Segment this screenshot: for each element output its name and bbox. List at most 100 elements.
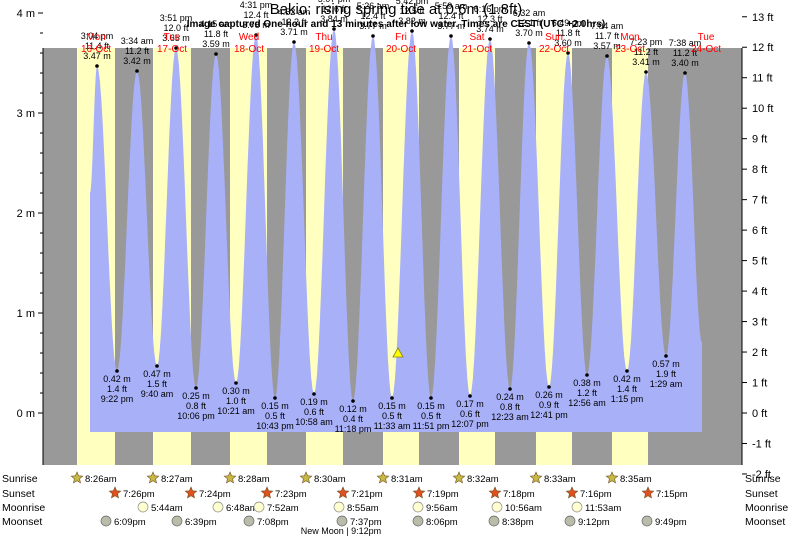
sunrise-icon — [376, 471, 390, 484]
moonset-time: 7:08pm — [257, 517, 289, 528]
moonset-time: 8:06pm — [426, 517, 458, 528]
high-tide-meters: 3.71 m — [280, 27, 308, 37]
low-tide-meters: 0.12 m — [339, 404, 367, 414]
high-tide-feet: 12.3 ft — [477, 14, 503, 24]
day-date: 17-Oct — [157, 44, 187, 55]
high-tide-point — [95, 64, 99, 68]
low-tide-point — [273, 396, 277, 400]
low-tide-point — [468, 394, 472, 398]
high-tide-time: 5:26 am — [357, 1, 390, 11]
high-tide-feet: 12.4 ft — [360, 11, 386, 21]
high-tide-feet: 11.2 ft — [673, 48, 698, 58]
high-tide-point — [644, 70, 648, 74]
high-tide-feet: 12.4 ft — [243, 10, 269, 20]
day-of-week: Sun — [545, 32, 563, 43]
moonrise-icon — [412, 501, 424, 513]
low-tide-point — [664, 354, 668, 358]
low-tide-time: 10:21 am — [217, 406, 255, 416]
high-tide-point — [174, 46, 178, 50]
sunrise-time: 8:33am — [544, 474, 576, 485]
right-tick-label: 6 ft — [752, 225, 767, 237]
low-tide-feet: 1.9 ft — [656, 369, 677, 379]
low-tide-point — [194, 386, 198, 390]
right-tick-label: 11 ft — [752, 73, 773, 85]
right-tick-label: 5 ft — [752, 256, 767, 268]
moonrise-time: 5:44am — [151, 503, 183, 514]
low-tide-meters: 0.15 m — [378, 401, 406, 411]
moonrise-icon — [491, 501, 503, 513]
day-date: 22-Oct — [539, 44, 569, 55]
day-of-week: Fri — [395, 32, 407, 43]
high-tide-meters: 3.40 m — [671, 58, 699, 68]
sunrise-icon — [605, 471, 619, 484]
moonset-icon — [488, 515, 500, 527]
sunset-row-label-left: Sunset — [2, 488, 35, 500]
high-tide-point — [683, 71, 687, 75]
low-tide-point — [625, 369, 629, 373]
sunset-time: 7:15pm — [656, 489, 688, 500]
low-tide-time: 12:23 am — [491, 412, 529, 422]
sunrise-time: 8:32am — [467, 474, 499, 485]
high-tide-time: 3:34 am — [121, 36, 154, 46]
high-tide-time: 6:16 pm — [474, 4, 507, 14]
high-tide-point — [371, 34, 375, 38]
low-tide-point — [429, 396, 433, 400]
high-tide-feet: 11.4 ft — [85, 41, 110, 51]
moon-phase-footer: New Moon | 9:12pm — [301, 526, 381, 536]
high-tide-time: 3:51 pm — [160, 13, 193, 23]
high-tide-point — [292, 40, 296, 44]
tide-curve — [90, 29, 702, 432]
low-tide-feet: 0.6 ft — [460, 409, 481, 419]
high-tide-point — [410, 29, 414, 33]
moonrise-time: 6:48am — [226, 503, 258, 514]
moonset-icon — [336, 515, 348, 527]
sunrise-time: 8:31am — [391, 474, 423, 485]
low-tide-time: 12:41 pm — [530, 410, 568, 420]
high-tide-time: 4:15 am — [200, 19, 233, 29]
low-tide-feet: 0.5 ft — [421, 411, 442, 421]
moonset-icon — [243, 515, 255, 527]
sunrise-time: 8:27am — [161, 474, 193, 485]
sunrise-row-label-left: Sunrise — [2, 473, 38, 485]
high-tide-meters: 3.59 m — [202, 39, 230, 49]
high-tide-meters: 3.47 m — [83, 51, 111, 61]
right-tick-label: 2 ft — [752, 347, 767, 359]
sunset-icon — [488, 486, 502, 499]
high-tide-point — [214, 52, 218, 56]
low-tide-time: 12:07 pm — [451, 419, 489, 429]
low-tide-feet: 0.9 ft — [539, 400, 560, 410]
high-tide-meters: 3.77 m — [437, 21, 465, 31]
high-tide-feet: 12.5 ft — [399, 6, 425, 16]
sunrise-icon — [529, 471, 543, 484]
low-tide-meters: 0.42 m — [103, 374, 131, 384]
sunset-icon — [336, 486, 350, 499]
low-tide-meters: 0.30 m — [222, 386, 250, 396]
chart-title: Bakio: rising spring tide at 0.6m (1.8ft… — [270, 1, 523, 18]
right-tick-label: 9 ft — [752, 134, 767, 146]
moonrise-row-label-right: Moonrise — [745, 502, 788, 514]
low-tide-feet: 0.8 ft — [186, 401, 207, 411]
moonrise-time: 8:55am — [347, 503, 379, 514]
low-tide-time: 9:22 pm — [101, 394, 134, 404]
low-tide-point — [115, 369, 119, 373]
high-tide-meters: 3.77 m — [359, 21, 387, 31]
high-tide-meters: 3.65 m — [162, 33, 190, 43]
sunset-icon — [184, 486, 198, 499]
right-tick-label: 8 ft — [752, 164, 767, 176]
sunset-row-label-right: Sunset — [745, 488, 778, 500]
low-tide-feet: 1.0 ft — [226, 396, 247, 406]
high-tide-feet: 12.1 ft — [516, 18, 542, 28]
moonrise-icon — [253, 501, 265, 513]
left-tick-label: 1 m — [17, 308, 35, 320]
left-tick-label: 4 m — [17, 8, 35, 20]
moonset-time: 6:09pm — [114, 517, 146, 528]
high-tide-point — [566, 51, 570, 55]
high-tide-meters: 3.84 m — [320, 14, 348, 24]
moonrise-icon — [571, 501, 583, 513]
low-tide-point — [547, 385, 551, 389]
low-tide-meters: 0.17 m — [456, 399, 484, 409]
low-tide-point — [390, 396, 394, 400]
day-date: 21-Oct — [462, 44, 492, 55]
low-tide-point — [234, 381, 238, 385]
